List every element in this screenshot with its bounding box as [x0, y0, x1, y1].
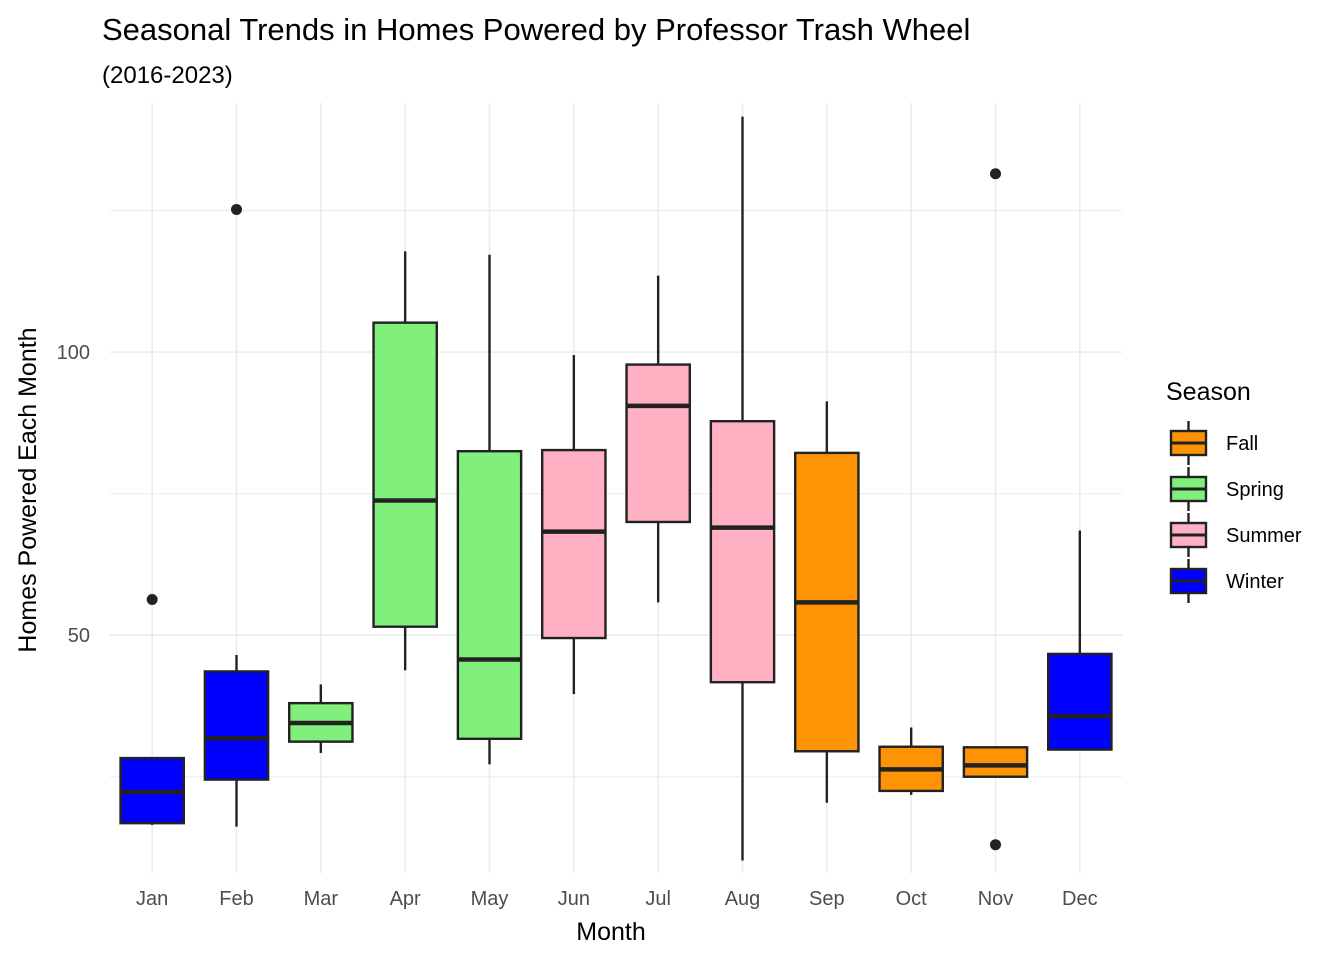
x-tick-label: Aug — [725, 888, 761, 910]
legend-entry-spring: Spring — [1169, 467, 1284, 511]
legend-label: Winter — [1226, 571, 1284, 593]
legend-entry-winter: Winter — [1169, 559, 1284, 603]
x-axis-title: Month — [576, 918, 645, 946]
x-tick-label: Feb — [219, 888, 253, 910]
y-tick-label: 100 — [57, 342, 90, 364]
y-tick-label: 50 — [68, 625, 90, 647]
x-tick-label: Jun — [558, 888, 590, 910]
outlier-point — [990, 839, 1001, 851]
legend-label: Summer — [1226, 525, 1302, 547]
x-tick-label: Mar — [304, 888, 339, 910]
x-tick-label: Sep — [809, 888, 845, 910]
box-body — [709, 419, 776, 684]
legend-entry-fall: Fall — [1169, 421, 1258, 465]
box-apr — [372, 251, 438, 671]
box-sep — [794, 401, 860, 803]
x-tick-label: Jul — [645, 888, 671, 910]
box-feb — [203, 203, 270, 827]
chart-subtitle: (2016-2023) — [102, 62, 233, 89]
x-tick-label: Dec — [1062, 888, 1098, 910]
box-body — [372, 321, 438, 628]
y-ticks: 50 100 — [57, 342, 90, 647]
box-jul — [625, 275, 691, 603]
box-body — [203, 670, 270, 781]
x-tick-label: Apr — [390, 888, 421, 910]
legend-entry-summer: Summer — [1169, 513, 1302, 557]
box-jun — [541, 354, 607, 695]
x-tick-label: Oct — [896, 888, 928, 910]
outlier-point — [146, 594, 158, 606]
box-may — [456, 254, 523, 765]
legend-title: Season — [1166, 378, 1251, 406]
legend-label: Spring — [1226, 479, 1284, 501]
x-tick-label: May — [471, 888, 509, 910]
box-mar — [288, 684, 354, 753]
box-dec — [1047, 530, 1113, 751]
legend: Season Fall Spring Summer Winter — [1166, 378, 1302, 603]
x-tick-label: Nov — [978, 888, 1014, 910]
outlier-point — [231, 203, 242, 215]
box-body — [962, 746, 1029, 778]
box-aug — [709, 116, 776, 861]
boxes — [119, 116, 1113, 861]
x-ticks: Jan Feb Mar Apr May Jun Jul Aug Sep Oct Nov Dec — [136, 888, 1098, 910]
x-tick-label: Jan — [136, 888, 168, 910]
outlier-point — [990, 168, 1001, 180]
legend-entries: Fall Spring Summer Winter — [1169, 421, 1302, 603]
y-axis-title: Homes Powered Each Month — [14, 327, 42, 652]
legend-label: Fall — [1226, 433, 1258, 455]
box-body — [541, 448, 607, 640]
box-jan — [119, 594, 185, 825]
box-nov — [962, 168, 1029, 851]
box-body — [456, 449, 523, 741]
box-oct — [878, 727, 944, 795]
box-body — [625, 363, 691, 524]
chart-title: Seasonal Trends in Homes Powered by Prof… — [102, 12, 970, 47]
box-body — [1047, 652, 1113, 751]
